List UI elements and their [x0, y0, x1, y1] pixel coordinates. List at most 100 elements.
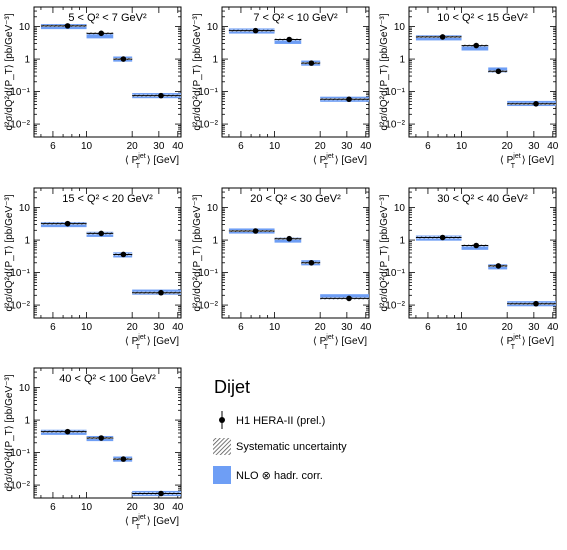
- x-tick-label: 10: [456, 141, 468, 152]
- y-tick-label: 10⁻²: [10, 301, 30, 312]
- panel-frame: [33, 187, 182, 319]
- y-tick-label: 10⁻¹: [385, 87, 405, 98]
- data-point: [473, 242, 480, 249]
- nlo-band: [320, 294, 369, 300]
- y-tick-label: 10: [394, 203, 406, 214]
- x-tick-label: 20: [127, 502, 139, 513]
- panel-3: 10⁻² 10⁻¹ 1 10 6 10 20 30 40⟨ Pjet T ⟩ [GeV] d²σ/d…: [379, 6, 559, 170]
- x-tick-label: 10: [456, 322, 468, 333]
- legend: Dijet H1 HERA-II (prel.) Systematic uncert…: [213, 377, 347, 484]
- data-point: [158, 92, 164, 99]
- legend-data-marker: [219, 417, 225, 423]
- y-axis-label: d²σ/dQ²d⟨P_T⟩ [pb/GeV⁻³]: [192, 194, 203, 311]
- x-tick-label: 30: [153, 502, 165, 513]
- x-tick-label: 40: [547, 322, 559, 333]
- y-tick-label: 10⁻¹: [385, 268, 405, 279]
- x-tick-label: 30: [528, 141, 540, 152]
- x-tick-label: 6: [425, 141, 431, 152]
- panel-title: 30 < Q² < 40 GeV²: [437, 193, 528, 205]
- legend-label-data: H1 HERA-II (prel.): [236, 415, 325, 427]
- y-tick-label: 10⁻¹: [198, 87, 218, 98]
- y-tick-label: 10⁻¹: [10, 87, 30, 98]
- data-point: [158, 289, 164, 296]
- y-axis-label: d²σ/dQ²d⟨P_T⟩ [pb/GeV⁻³]: [4, 374, 15, 491]
- data-point: [533, 300, 539, 307]
- y-tick-label: 10: [207, 203, 219, 214]
- x-tick-label: 6: [50, 141, 56, 152]
- x-axis-label: ⟨ Pjet T ⟩ [GeV]: [500, 334, 554, 351]
- data-point: [439, 34, 446, 40]
- y-tick-label: 10⁻¹: [198, 268, 218, 279]
- y-tick-label: 10: [19, 22, 31, 33]
- x-tick-label: 30: [153, 322, 165, 333]
- x-tick-label: 30: [341, 141, 353, 152]
- y-tick-label: 10⁻²: [198, 120, 218, 131]
- y-tick-label: 10⁻²: [10, 120, 30, 131]
- x-axis-label: ⟨ Pjet T ⟩ [GeV]: [500, 153, 554, 170]
- data-point: [64, 23, 71, 29]
- x-tick-label: 10: [81, 322, 93, 333]
- legend-nlo-swatch: [213, 466, 231, 484]
- data-point: [308, 60, 315, 66]
- data-point: [286, 235, 293, 242]
- data-point: [98, 435, 105, 441]
- y-axis-label: d²σ/dQ²d⟨P_T⟩ [pb/GeV⁻³]: [4, 13, 15, 130]
- legend-label-syst: Systematic uncertainty: [236, 441, 347, 453]
- y-tick-label: 1: [212, 236, 218, 247]
- data-point: [346, 295, 352, 302]
- y-tick-label: 1: [24, 236, 30, 247]
- x-tick-label: 30: [528, 322, 540, 333]
- x-tick-label: 30: [341, 322, 353, 333]
- y-axis-label: d²σ/dQ²d⟨P_T⟩ [pb/GeV⁻³]: [4, 194, 15, 311]
- panel-title: 40 < Q² < 100 GeV²: [59, 373, 156, 385]
- x-tick-label: 40: [360, 322, 372, 333]
- legend-syst-swatch: [213, 438, 231, 455]
- y-tick-label: 1: [24, 55, 30, 66]
- x-tick-label: 30: [153, 141, 165, 152]
- panel-1: 10⁻² 10⁻¹ 1 10 6 10 20 30 40⟨ Pjet T ⟩ [GeV] d²σ/d…: [4, 6, 184, 170]
- y-tick-label: 1: [24, 416, 30, 427]
- x-tick-label: 20: [315, 322, 327, 333]
- data-point: [120, 251, 127, 258]
- y-tick-label: 10⁻²: [198, 301, 218, 312]
- data-point: [495, 68, 502, 75]
- x-tick-label: 20: [127, 322, 139, 333]
- y-axis-label: d²σ/dQ²d⟨P_T⟩ [pb/GeV⁻³]: [192, 13, 203, 130]
- panel-frame: [221, 6, 370, 138]
- x-tick-label: 6: [50, 322, 56, 333]
- x-axis-label: ⟨ Pjet T ⟩ [GeV]: [313, 334, 367, 351]
- data-point: [308, 259, 315, 266]
- x-axis-label: ⟨ Pjet T ⟩ [GeV]: [125, 514, 179, 531]
- x-axis-label: ⟨ Pjet T ⟩ [GeV]: [125, 334, 179, 351]
- y-tick-label: 10: [19, 383, 31, 394]
- x-tick-label: 10: [81, 141, 93, 152]
- data-point: [64, 428, 71, 435]
- y-tick-label: 10⁻¹: [10, 448, 30, 459]
- data-point: [120, 456, 127, 462]
- x-tick-label: 40: [172, 141, 184, 152]
- x-tick-label: 40: [360, 141, 372, 152]
- y-tick-label: 1: [399, 236, 405, 247]
- panel-frame: [408, 187, 557, 319]
- panel-6: 10⁻² 10⁻¹ 1 10 6 10 20 30 40⟨ Pjet T ⟩ [GeV] d²σ/d…: [379, 187, 559, 351]
- panel-7: 10⁻² 10⁻¹ 1 10 6 10 20 30 40⟨ Pjet T ⟩ [GeV] d²σ/d…: [4, 367, 184, 531]
- x-tick-label: 10: [81, 502, 93, 513]
- y-tick-label: 10: [19, 203, 31, 214]
- panel-title: 20 < Q² < 30 GeV²: [250, 193, 341, 205]
- x-tick-label: 6: [50, 502, 56, 513]
- x-tick-label: 20: [502, 322, 514, 333]
- data-point: [158, 490, 164, 497]
- y-tick-label: 10: [207, 22, 219, 33]
- x-axis-label: ⟨ Pjet T ⟩ [GeV]: [125, 153, 179, 170]
- y-tick-label: 10: [394, 22, 406, 33]
- data-point: [252, 228, 259, 234]
- x-axis-label: ⟨ Pjet T ⟩ [GeV]: [313, 153, 367, 170]
- y-tick-label: 10⁻²: [385, 120, 405, 131]
- x-tick-label: 40: [547, 141, 559, 152]
- panel-5: 10⁻² 10⁻¹ 1 10 6 10 20 30 40⟨ Pjet T ⟩ [GeV] d²σ/d…: [192, 187, 372, 351]
- y-tick-label: 1: [212, 55, 218, 66]
- x-tick-label: 40: [172, 502, 184, 513]
- x-tick-label: 6: [238, 141, 244, 152]
